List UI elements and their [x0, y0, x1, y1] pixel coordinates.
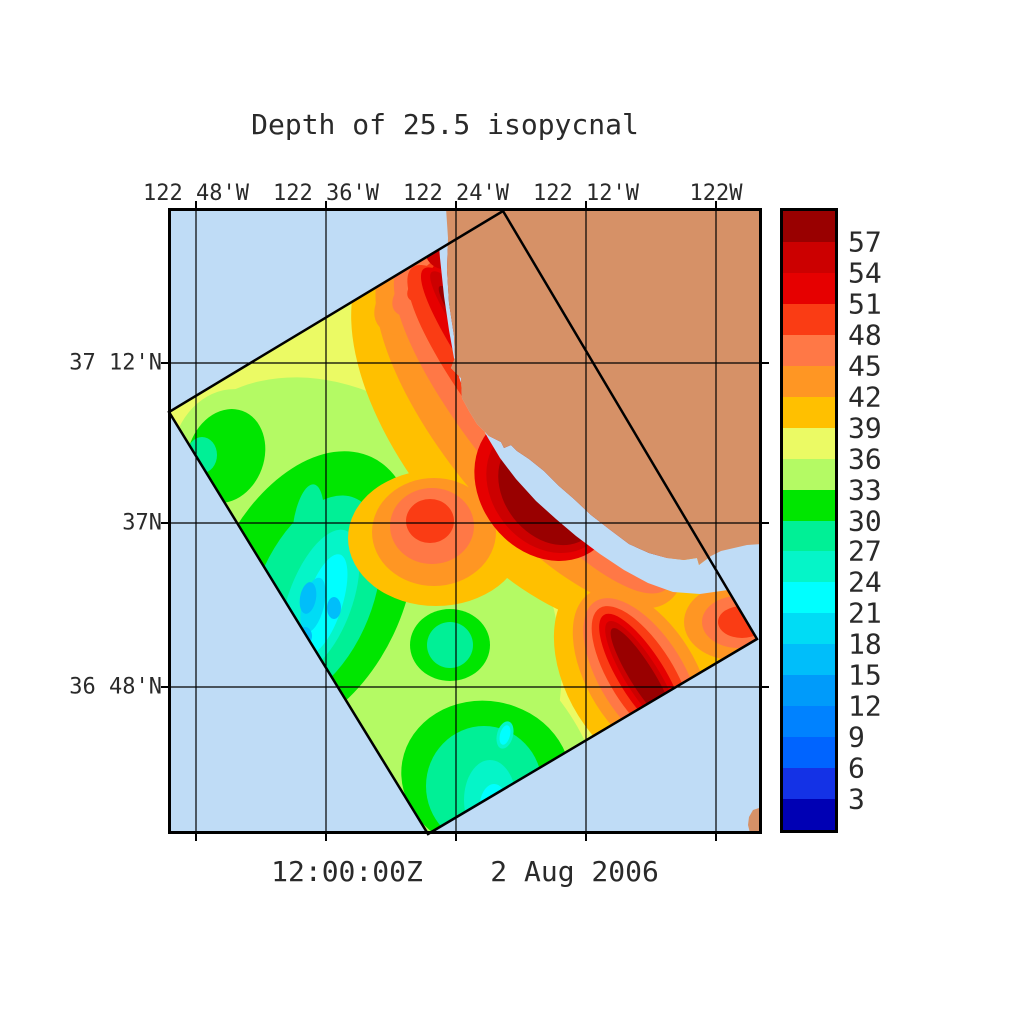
colorbar-segment: [783, 272, 835, 304]
colorbar-segment: [783, 706, 835, 738]
colorbar-tick-label: 51: [848, 287, 882, 321]
colorbar-tick-label: 48: [848, 318, 882, 352]
colorbar-segment: [783, 768, 835, 800]
colorbar-tick-label: 3: [848, 782, 865, 816]
colorbar-tick-label: 6: [848, 751, 865, 785]
x-tick-label: 122 24'W: [403, 181, 509, 206]
colorbar-segment: [783, 303, 835, 335]
colorbar-segment: [783, 489, 835, 521]
colorbar: [780, 208, 838, 833]
land-monterey-coast: [446, 208, 762, 565]
axis-tick-marks: [161, 201, 769, 841]
colorbar-tick-label: 54: [848, 256, 882, 290]
colorbar-tick-label: 9: [848, 720, 865, 754]
colorbar-segment: [783, 675, 835, 707]
colorbar-segment: [783, 458, 835, 490]
colorbar-tick-label: 15: [848, 658, 882, 692]
nearshore-mask-strip: [436, 208, 762, 594]
map-plot: [161, 201, 769, 841]
colorbar-segment: [783, 799, 835, 831]
colorbar-segment: [783, 396, 835, 428]
x-tick-label: 122 48'W: [143, 181, 249, 206]
y-tick-label: 37N: [122, 510, 162, 536]
colorbar-segment: [783, 520, 835, 552]
colorbar-segment: [783, 644, 835, 676]
colorbar-tick-label: 36: [848, 442, 882, 476]
x-tick-label: 122 36'W: [273, 181, 379, 206]
colorbar-tick-label: 21: [848, 596, 882, 630]
colorbar-tick-label: 45: [848, 349, 882, 383]
colorbar-tick-label: 57: [848, 225, 882, 259]
colorbar-tick-label: 30: [848, 504, 882, 537]
colorbar-tick-label: 27: [848, 534, 882, 568]
colorbar-segment: [783, 334, 835, 366]
colorbar-segment: [783, 582, 835, 614]
plot-title: Depth of 25.5 isopycnal: [251, 108, 639, 141]
colorbar-tick-label: 12: [848, 689, 882, 723]
colorbar-tick-label: 42: [848, 380, 882, 414]
timestamp-label: 12:00:00Z 2 Aug 2006: [271, 855, 659, 888]
colorbar-segment: [783, 365, 835, 397]
colorbar-segment: [783, 551, 835, 583]
graticule-grid-lines: [168, 208, 762, 834]
x-tick-label: 122W: [689, 181, 743, 206]
colorbar-segment: [783, 211, 835, 242]
colorbar-segment: [783, 737, 835, 769]
map-frame: [168, 208, 762, 834]
x-tick-label: 122 12'W: [533, 181, 639, 206]
colorbar-tick-label: 18: [848, 627, 882, 661]
y-tick-label: 36 48'N: [69, 674, 162, 700]
land-point-sur: [748, 807, 762, 833]
y-tick-label: 37 12'N: [69, 350, 162, 376]
colorbar-tick-label: 24: [848, 565, 882, 599]
colorbar-tick-label: 39: [848, 411, 882, 445]
colorbar-segment: [783, 613, 835, 645]
colorbar-tick-label: 33: [848, 473, 882, 507]
colorbar-segment: [783, 241, 835, 273]
colorbar-segment: [783, 427, 835, 459]
